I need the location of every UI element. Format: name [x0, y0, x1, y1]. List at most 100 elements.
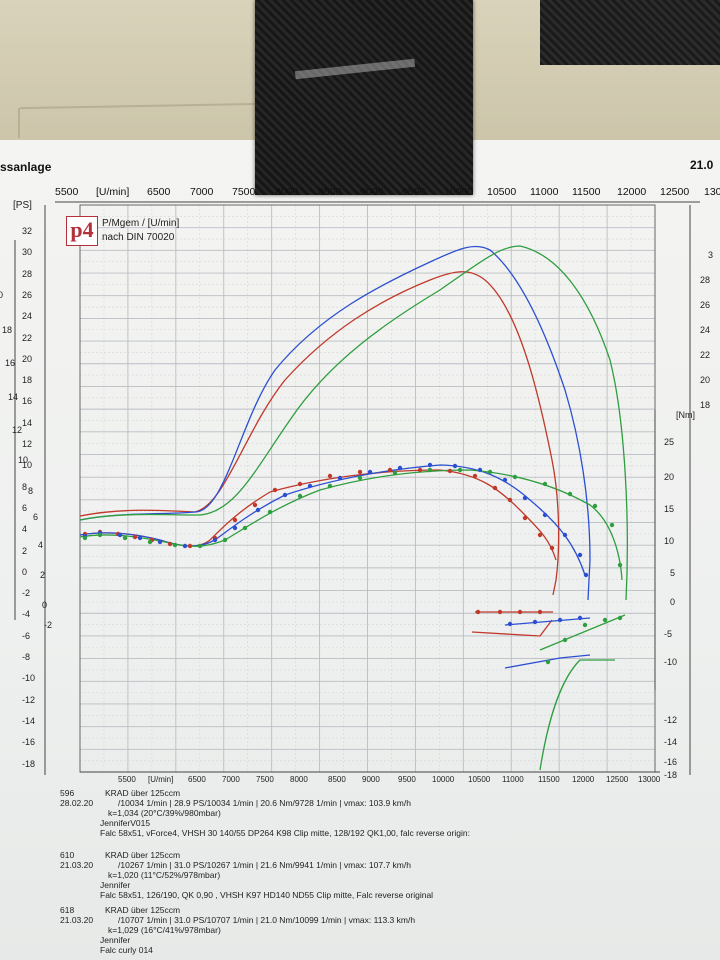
torque-data-marker: [487, 469, 493, 475]
ps-tick-label: -14: [22, 715, 36, 726]
torque-data-marker: [197, 543, 203, 549]
edge-tick-label: 10: [18, 455, 29, 465]
top-rpm-tick-label: 130: [704, 186, 720, 198]
ps-tick-label: -12: [22, 694, 36, 705]
edge-tick-label: -2: [44, 620, 53, 630]
torque-data-marker: [327, 473, 333, 479]
run-rider: JenniferV015: [100, 818, 151, 828]
page-header-date: 21.0: [690, 158, 714, 172]
bottom-rpm-tick-label: 13000: [638, 775, 661, 784]
run-title: KRAD über 125ccm: [105, 905, 181, 915]
bottom-rpm-tick-label: 10500: [468, 775, 491, 784]
torque-data-marker: [387, 467, 393, 473]
torque-data-marker: [502, 477, 508, 483]
torque-data-marker: [132, 534, 138, 540]
ps-tick-label: 24: [22, 311, 33, 322]
torque-data-marker: [212, 537, 218, 543]
ps-unit-label: [PS]: [13, 200, 32, 211]
top-rpm-tick-label: 7000: [190, 186, 214, 198]
run-correction: k=1,029 (16°C/41%/978mbar): [108, 925, 221, 935]
edge-tick-label: 16: [5, 358, 16, 368]
ps-tick-label: 28: [22, 268, 33, 279]
legend-line1: P/Mgem / [U/min]: [102, 218, 180, 229]
edge-tick-label: 18: [2, 325, 13, 335]
run-id: 618: [60, 905, 75, 915]
torque-data-marker: [182, 543, 188, 549]
right-ps-tick-label: 26: [700, 300, 711, 310]
top-rpm-tick-label: [U/min]: [96, 186, 130, 198]
torque-data-marker: [457, 467, 463, 473]
torque-data-marker: [232, 525, 238, 531]
bottom-rpm-tick-label: 7500: [256, 775, 274, 784]
run-setup: Falc 58x51, 126/190, QK 0,90 , VHSH K97 …: [100, 890, 434, 900]
torque-data-marker: [577, 615, 583, 621]
bottom-rpm-tick-label: 10000: [432, 775, 455, 784]
top-rpm-tick-label: 12000: [617, 186, 647, 198]
ps-tick-label: 22: [22, 332, 33, 343]
torque-data-marker: [172, 542, 178, 548]
torque-data-marker: [297, 493, 303, 499]
right-ps-tick-label: 28: [700, 275, 711, 285]
ps-tick-label: -8: [22, 652, 31, 662]
run-correction: k=1,020 (11°C/52%/978mbar): [108, 870, 221, 880]
page-header-left: ssanlage: [0, 160, 52, 174]
torque-data-marker: [147, 539, 153, 545]
right-ps-tick-label: 18: [700, 400, 711, 410]
torque-data-marker: [137, 535, 143, 541]
torque-data-marker: [272, 487, 278, 493]
ps-tick-label: 14: [22, 417, 33, 428]
torque-data-marker: [282, 492, 288, 498]
chart-grid: [14, 201, 700, 775]
top-rpm-tick-label: 11500: [572, 186, 601, 198]
nm-unit-label: [Nm]: [676, 410, 695, 420]
nm-tick-label: -5: [664, 629, 673, 639]
torque-data-marker: [222, 537, 228, 543]
ps-tick-label: 30: [22, 247, 33, 258]
right-ps-tick-label: 24: [700, 325, 711, 335]
coastdown-run-618: [539, 614, 626, 771]
black-tape-strip: [540, 0, 720, 65]
ps-tick-label: 4: [22, 524, 28, 535]
torque-data-marker: [557, 617, 563, 623]
edge-tick-label: 12: [12, 425, 23, 435]
bottom-rpm-tick-label: [U/min]: [148, 775, 174, 784]
right-ps-tick-label: 20: [700, 375, 711, 385]
torque-data-marker: [447, 468, 453, 474]
ps-tick-label: -4: [22, 609, 31, 620]
edge-tick-label: 6: [33, 512, 39, 522]
torque-data-marker: [532, 619, 538, 625]
torque-data-marker: [267, 509, 273, 515]
torque-data-marker: [507, 497, 513, 503]
p4-logo-text: p4: [70, 217, 94, 242]
torque-data-marker: [337, 475, 343, 481]
right-ps-tick-label: 22: [700, 350, 711, 360]
ps-tick-label: 6: [22, 502, 28, 513]
torque-data-marker: [232, 517, 238, 523]
nm-tick-label: 10: [664, 536, 675, 546]
bottom-rpm-tick-label: 8500: [328, 775, 346, 784]
torque-data-marker: [537, 532, 543, 538]
torque-curve-run-618: [79, 469, 623, 581]
torque-data-marker: [517, 609, 523, 615]
top-rpm-tick-label: 11000: [530, 186, 559, 198]
torque-data-marker: [522, 515, 528, 521]
torque-data-marker: [427, 467, 433, 473]
run-date: 28.02.20: [60, 798, 94, 808]
torque-data-marker: [562, 637, 568, 643]
torque-data-marker: [255, 507, 261, 513]
ps-tick-label: 26: [22, 289, 33, 300]
ps-tick-label: 2: [22, 545, 28, 556]
torque-data-marker: [583, 572, 589, 578]
run-summary: /10267 1/min | 31.0 PS/10267 1/min | 21.…: [118, 860, 411, 870]
torque-data-marker: [542, 512, 548, 518]
bottom-rpm-tick-label: 12500: [606, 775, 629, 784]
ps-tick-label: -6: [22, 630, 31, 641]
ps-tick-label: 18: [22, 375, 33, 386]
ps-tick-label: -16: [22, 737, 36, 748]
ps-tick-label: 10: [22, 460, 33, 471]
torque-data-marker: [617, 615, 623, 621]
top-rpm-tick-label: 10500: [487, 186, 517, 198]
top-rpm-tick-label: 12500: [660, 186, 690, 198]
run-title: KRAD über 125ccm: [105, 788, 181, 798]
